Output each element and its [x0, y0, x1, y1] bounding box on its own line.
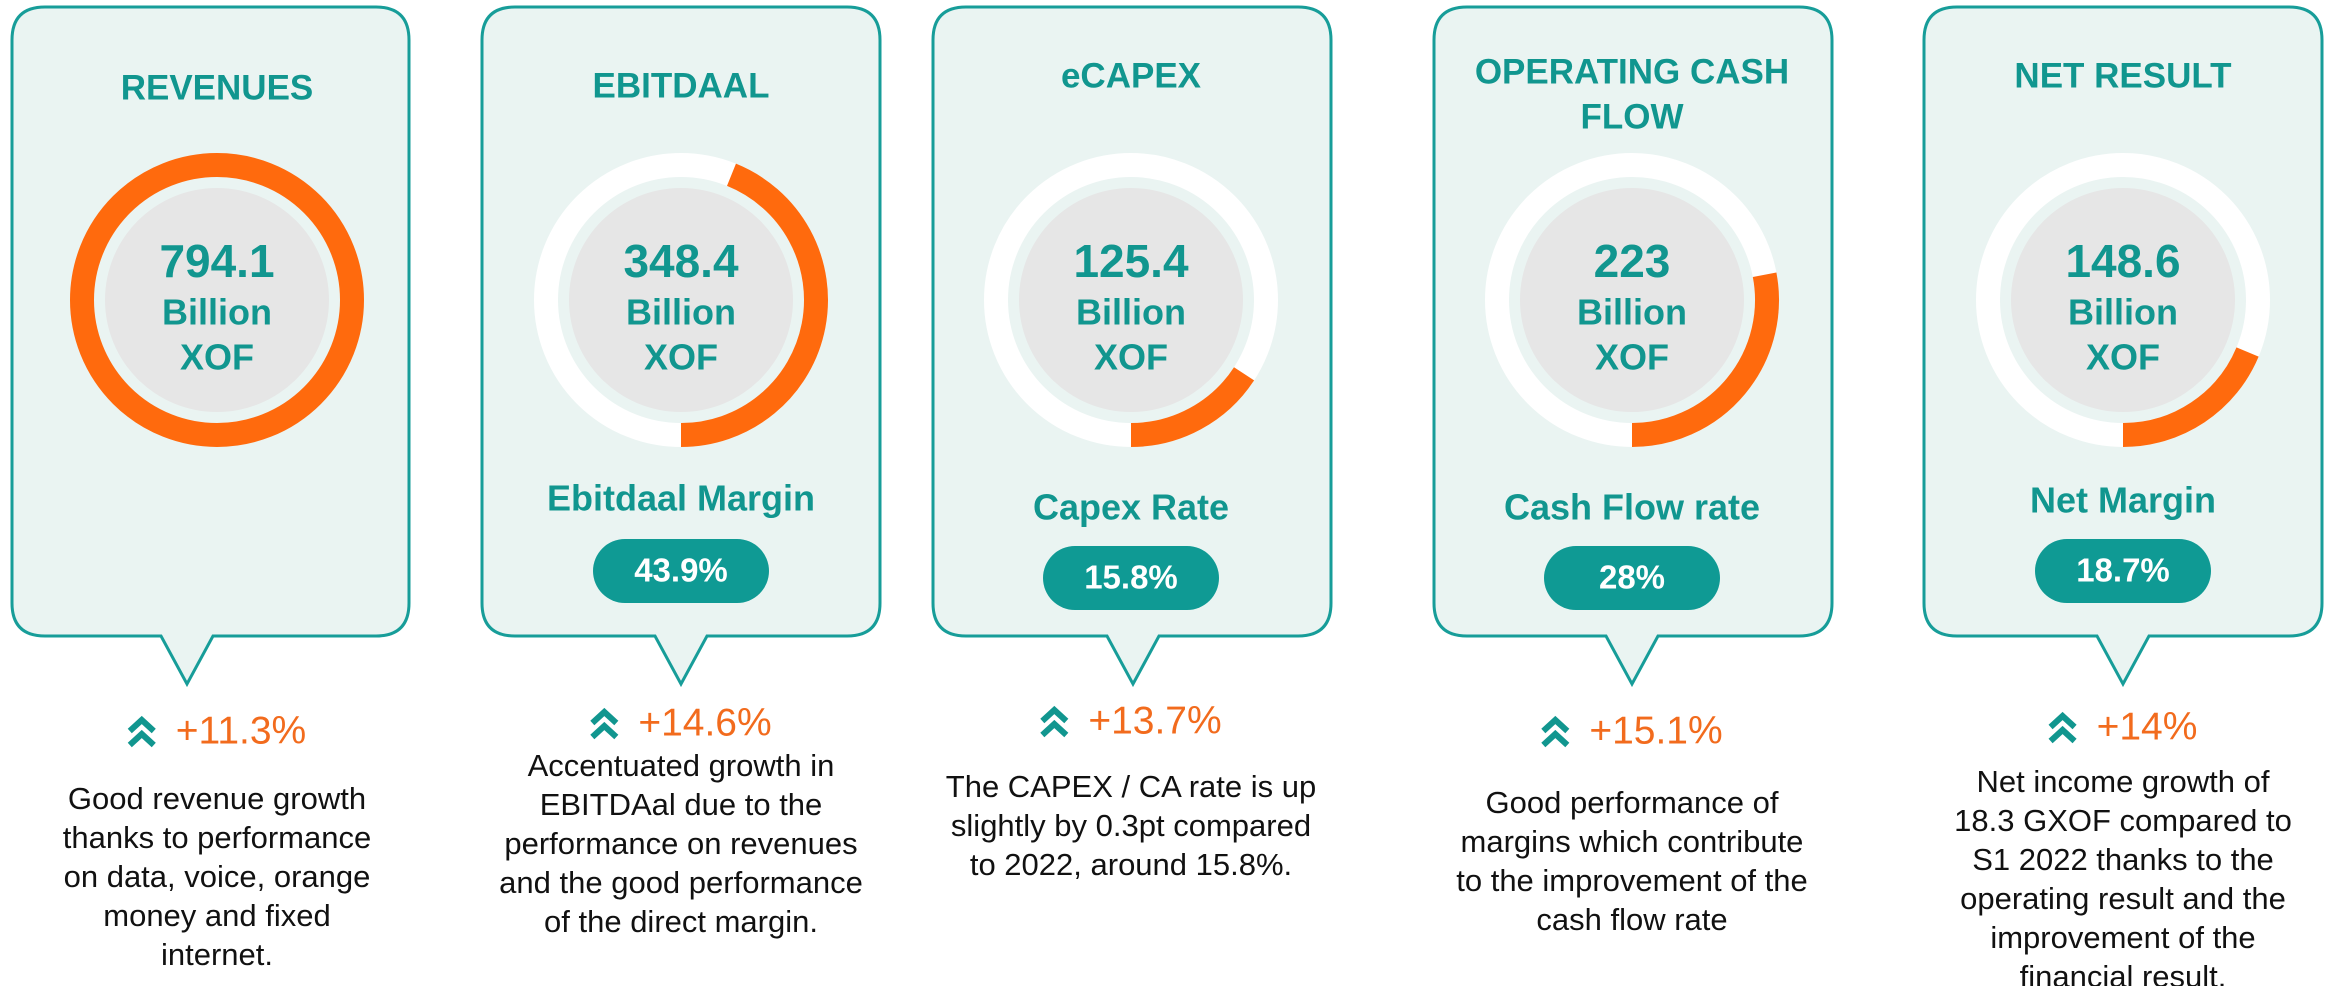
description: thanks to performance [63, 820, 371, 855]
description: EBITDAal due to the [540, 787, 823, 822]
kpi-value: 125.4 [1073, 235, 1189, 287]
description: Good performance of [1486, 785, 1779, 820]
kpi-value: 348.4 [623, 235, 739, 287]
growth: +11.3% [176, 709, 306, 752]
card-title: FLOW [1580, 97, 1683, 136]
description: money and fixed [103, 898, 330, 933]
rate-name: Capex Rate [1033, 487, 1229, 528]
rate-value: 28% [1599, 559, 1665, 596]
kpi-unit: Billion [1076, 292, 1186, 333]
growth: +13.7% [1088, 699, 1221, 742]
kpi-value: 148.6 [2065, 235, 2180, 287]
rate-value: 15.8% [1084, 559, 1178, 596]
description: to 2022, around 15.8%. [970, 847, 1292, 882]
rate-pill [593, 539, 769, 603]
description: financial result. [2020, 959, 2227, 986]
description: internet. [161, 937, 273, 972]
growth: +15.1% [1589, 709, 1722, 752]
card-title: REVENUES [121, 68, 314, 107]
ring-inner [569, 188, 793, 412]
description: of the direct margin. [544, 904, 818, 939]
description: slightly by 0.3pt compared [951, 808, 1311, 843]
description: The CAPEX / CA rate is up [946, 769, 1316, 804]
ring [70, 153, 364, 447]
rate-name: Ebitdaal Margin [547, 478, 815, 519]
ring-arc [680, 163, 828, 447]
rate-value: 43.9% [634, 552, 728, 589]
rate-value: 18.7% [2076, 552, 2170, 589]
ring-inner [2011, 188, 2235, 412]
ring-inner [1520, 188, 1744, 412]
kpi-value: 794.1 [159, 235, 274, 287]
card-title: eCAPEX [1061, 56, 1202, 95]
rate-pill [2035, 539, 2211, 603]
rate-name: Cash Flow rate [1504, 487, 1760, 528]
description: Good revenue growth [68, 781, 366, 816]
kpi-unit: XOF [180, 337, 254, 378]
card-title: EBITDAAL [593, 66, 770, 105]
kpi-unit: XOF [1595, 337, 1669, 378]
card-title: OPERATING CASH [1475, 52, 1789, 91]
ring-inner [105, 188, 329, 412]
ring-arc [2122, 347, 2259, 447]
growth-icon [2048, 711, 2077, 744]
description: performance on revenues [504, 826, 857, 861]
ring-arc [1130, 366, 1255, 447]
description: improvement of the [1990, 920, 2255, 955]
description: 18.3 GXOF compared to [1954, 803, 2292, 838]
growth-icon [1541, 715, 1570, 748]
growth-icon [590, 707, 619, 740]
growth: +14% [2097, 705, 2198, 748]
card-title: NET RESULT [2014, 56, 2231, 95]
description: on data, voice, orange [64, 859, 371, 894]
ring-inner [1019, 188, 1243, 412]
growth: +14.6% [638, 701, 771, 744]
kpi-unit: XOF [1094, 337, 1168, 378]
kpi-unit: XOF [644, 337, 718, 378]
growth-icon [1040, 705, 1069, 738]
ring-arc [1631, 272, 1779, 447]
kpi-value: 223 [1594, 235, 1671, 287]
kpi-unit: Billion [162, 292, 272, 333]
kpi-unit: XOF [2086, 337, 2160, 378]
growth-icon [127, 715, 156, 748]
description: cash flow rate [1536, 902, 1727, 937]
description: margins which contribute [1461, 824, 1804, 859]
rate-pill [1544, 546, 1720, 610]
description: operating result and the [1960, 881, 2286, 916]
description: to the improvement of the [1456, 863, 1808, 898]
kpi-unit: Billion [1577, 292, 1687, 333]
description: Net income growth of [1977, 764, 2270, 799]
rate-name: Net Margin [2030, 480, 2216, 521]
kpi-unit: Billion [2068, 292, 2178, 333]
description: and the good performance [499, 865, 863, 900]
kpi-unit: Billion [626, 292, 736, 333]
description: Accentuated growth in [528, 748, 835, 783]
rate-pill [1043, 546, 1219, 610]
description: S1 2022 thanks to the [1972, 842, 2274, 877]
